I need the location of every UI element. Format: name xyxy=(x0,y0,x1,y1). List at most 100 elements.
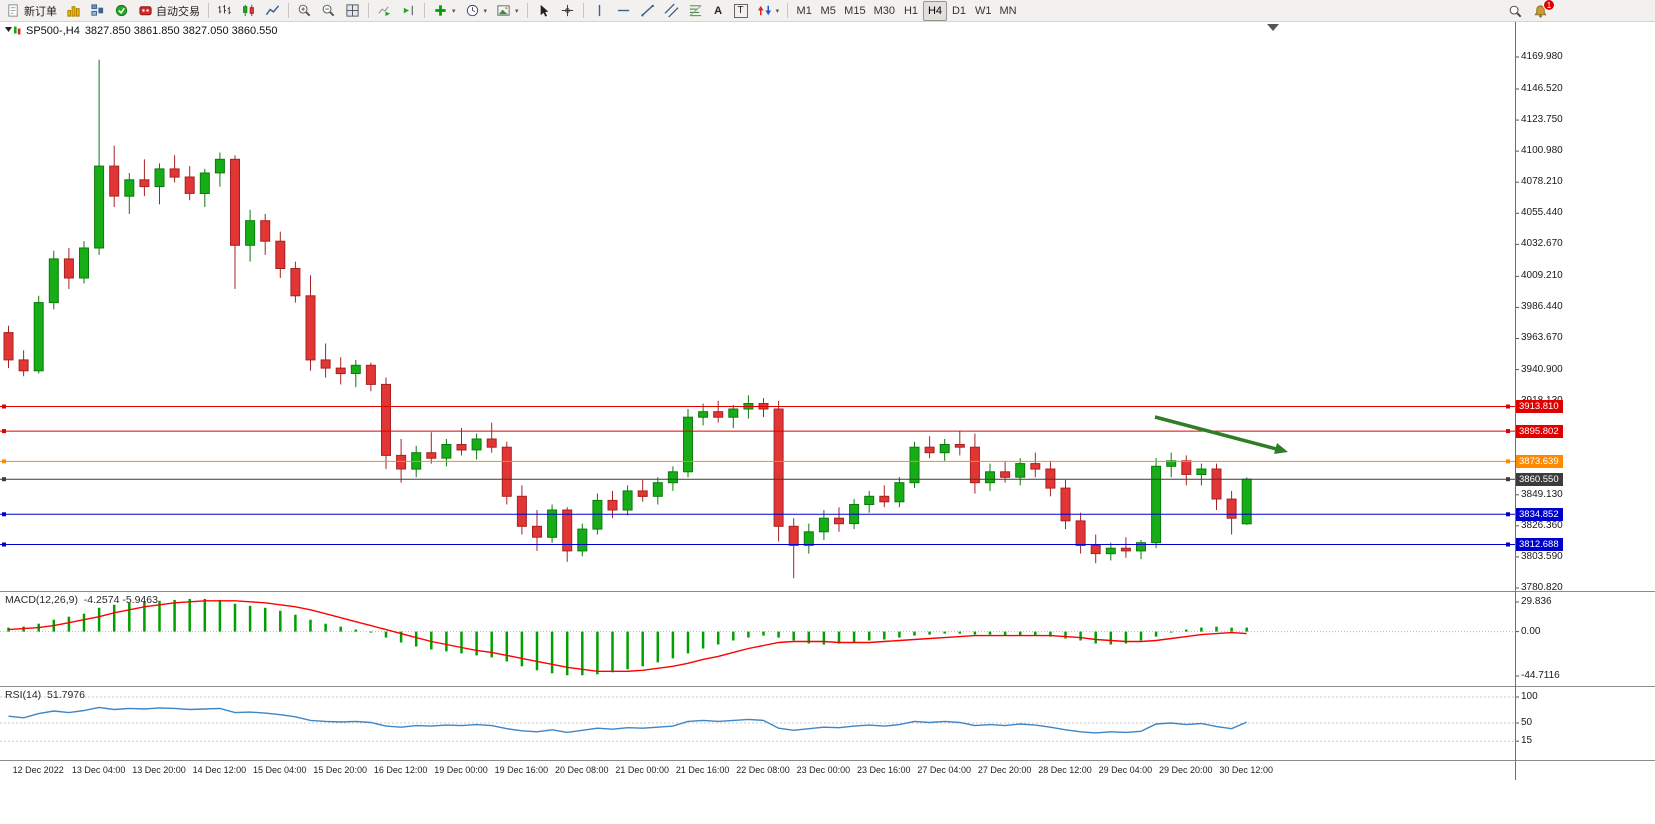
macd-scale-label: 29.836 xyxy=(1521,596,1552,607)
main-toolbar: 新订单 自动交易 xyxy=(0,0,1655,22)
candle-body xyxy=(864,495,875,505)
toolbar-separator xyxy=(288,3,289,18)
candle-body xyxy=(1015,463,1026,478)
candlestick-chart-button[interactable] xyxy=(237,1,260,21)
timeframe-m5[interactable]: M5 xyxy=(816,1,840,21)
trendline-button[interactable] xyxy=(636,1,659,21)
timeframe-h1[interactable]: H1 xyxy=(899,1,923,21)
price-axis[interactable]: 4169.980 4146.520 4123.750 4100.980 4078.210… xyxy=(1516,0,1655,824)
price-axis-label: 4055.440 xyxy=(1521,207,1563,219)
price-badge-3873.639: 3873.639 xyxy=(1516,454,1563,468)
panel-splitter-macd[interactable] xyxy=(0,591,1655,592)
time-axis-label: 14 Dec 12:00 xyxy=(192,765,247,775)
panel-splitter-rsi[interactable] xyxy=(0,686,1655,687)
candle-body xyxy=(713,411,724,418)
candle-body xyxy=(33,302,44,372)
time-axis-label: 27 Dec 04:00 xyxy=(917,765,971,775)
cursor-icon xyxy=(540,4,548,17)
candle-body xyxy=(245,220,256,246)
text-label-button[interactable]: T xyxy=(730,1,752,21)
channel-button[interactable] xyxy=(660,1,683,21)
terminal-button[interactable] xyxy=(110,1,133,21)
macd-title: MACD(12,26,9) xyxy=(5,594,78,606)
timeframe-m15[interactable]: M15 xyxy=(840,1,869,21)
timeframe-m1[interactable]: M1 xyxy=(792,1,816,21)
chevron-down-icon: ▾ xyxy=(775,7,780,15)
timeframe-mn[interactable]: MN xyxy=(995,1,1020,21)
macd-scale-label: -44.7116 xyxy=(1521,669,1560,681)
candle-body xyxy=(1000,471,1011,478)
time-axis-label: 13 Dec 20:00 xyxy=(132,765,186,775)
time-axis-label: 21 Dec 00:00 xyxy=(615,765,669,775)
candle-body xyxy=(1151,465,1162,544)
rsi-scale-label: 50 xyxy=(1521,717,1533,728)
candles-layer xyxy=(3,59,1252,579)
candle-body xyxy=(879,495,890,503)
time-axis-label: 13 Dec 04:00 xyxy=(71,765,126,775)
time-axis-label: 23 Dec 00:00 xyxy=(796,765,851,775)
bar-chart-button[interactable] xyxy=(213,1,236,21)
tile-windows-button[interactable] xyxy=(341,1,364,21)
candle-body xyxy=(18,359,29,372)
cursor-button[interactable] xyxy=(532,1,555,21)
navigator-button[interactable] xyxy=(86,1,109,21)
price-axis-separator xyxy=(1515,22,1516,780)
line-chart-button[interactable] xyxy=(261,1,284,21)
trend-arrow[interactable] xyxy=(1154,415,1279,452)
price-axis-label: 4146.520 xyxy=(1521,83,1563,94)
rsi-scale-label: 15 xyxy=(1521,735,1533,747)
chart-shift-button[interactable] xyxy=(397,1,420,21)
candle-body xyxy=(939,444,950,454)
candle-body xyxy=(622,490,633,511)
crosshair-button[interactable] xyxy=(556,1,579,21)
candle-body xyxy=(124,179,135,197)
candle-body xyxy=(184,176,195,194)
candle-body xyxy=(396,454,407,470)
price-axis-label: 3940.900 xyxy=(1521,363,1563,375)
time-axis-label: 28 Dec 12:00 xyxy=(1038,765,1092,775)
chevron-down-icon: ▾ xyxy=(515,7,519,15)
candlestick-chart-icon xyxy=(243,4,254,17)
rsi-header: RSI(14) 51.7976 xyxy=(5,689,85,701)
chart-window-icon xyxy=(5,26,21,35)
time-axis[interactable]: 12 Dec 2022 13 Dec 04:00 13 Dec 20:00 14 De… xyxy=(0,762,1515,780)
text-button[interactable]: A xyxy=(708,1,729,21)
auto-trading-button[interactable]: 自动交易 xyxy=(134,1,204,21)
auto-scroll-button[interactable] xyxy=(373,1,396,21)
timeframe-group: M1 M5 M15 M30 H1 H4 D1 W1 MN xyxy=(792,0,1020,21)
chart-shift-marker[interactable] xyxy=(1267,24,1279,31)
templates-button[interactable]: ▾ xyxy=(492,1,523,21)
clock-icon xyxy=(466,4,478,17)
time-axis-label: 19 Dec 16:00 xyxy=(494,765,549,775)
vertical-line-button[interactable] xyxy=(588,1,611,21)
candle-body xyxy=(381,383,391,456)
timeframe-d1[interactable]: D1 xyxy=(947,1,971,21)
price-badge-3812.688: 3812.688 xyxy=(1516,538,1563,551)
timeframe-w1[interactable]: W1 xyxy=(971,1,996,21)
zoom-in-button[interactable] xyxy=(293,1,316,21)
chart-title: SP500-,H4 3827.850 3861.850 3827.050 386… xyxy=(5,25,278,37)
zoom-out-icon xyxy=(322,4,335,17)
arrows-button[interactable]: ▾ xyxy=(753,1,784,21)
candle-body xyxy=(1136,542,1146,552)
rsi-scale-label: 100 xyxy=(1521,691,1538,702)
fibonacci-button[interactable] xyxy=(684,1,707,21)
new-order-icon xyxy=(8,4,18,17)
toolbar-separator xyxy=(582,3,584,18)
price-axis-label: 3826.360 xyxy=(1521,519,1563,531)
fibonacci-icon xyxy=(689,5,701,17)
periods-button[interactable]: ▾ xyxy=(461,1,492,21)
indicators-button[interactable]: ▾ xyxy=(429,1,460,21)
timeframe-h4[interactable]: H4 xyxy=(922,0,947,21)
market-watch-button[interactable] xyxy=(62,1,85,21)
time-axis-label: 20 Dec 08:00 xyxy=(555,765,609,775)
symbol-search-button[interactable] xyxy=(1504,1,1527,21)
candle-body xyxy=(320,359,331,369)
candle-body xyxy=(818,517,829,533)
zoom-out-button[interactable] xyxy=(317,1,340,21)
timeframe-m30[interactable]: M30 xyxy=(870,1,899,21)
new-order-button[interactable]: 新订单 xyxy=(2,1,61,21)
alerts-button[interactable]: 1 xyxy=(1529,0,1555,21)
horizontal-line-button[interactable] xyxy=(612,1,635,21)
